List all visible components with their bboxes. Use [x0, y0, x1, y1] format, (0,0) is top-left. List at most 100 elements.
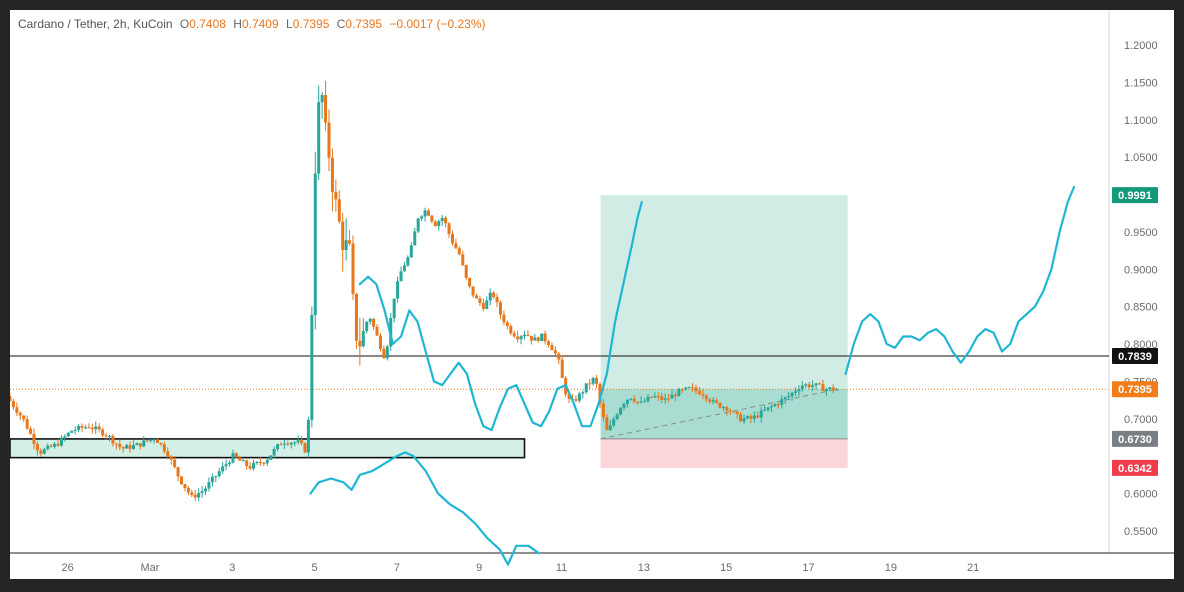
candle-body	[228, 462, 232, 465]
candle-body	[22, 415, 26, 420]
candle-body	[396, 281, 400, 299]
candle-body	[499, 302, 503, 315]
candle-body	[831, 387, 835, 391]
candle-body	[15, 407, 19, 413]
candle-body	[197, 493, 201, 498]
candle-body	[234, 453, 238, 458]
candle-body	[526, 334, 530, 336]
candle-body	[354, 293, 358, 341]
candle-body	[735, 411, 739, 415]
candle-body	[135, 443, 139, 446]
candle-body	[73, 429, 77, 431]
candle-body	[152, 439, 156, 441]
candle-body	[94, 426, 98, 430]
candle-body	[773, 404, 777, 407]
candle-body	[296, 440, 300, 443]
candle-body	[553, 350, 557, 354]
candle-body	[279, 444, 283, 446]
candle-body	[721, 407, 725, 409]
y-tick-label: 0.6000	[1124, 489, 1158, 501]
candle-body	[447, 223, 451, 234]
y-tick-label: 1.0500	[1124, 152, 1158, 164]
candle-body	[330, 157, 334, 192]
last-price-badge-bg	[1112, 381, 1158, 398]
candle-body	[457, 248, 461, 255]
candle-body	[636, 401, 640, 403]
candle-body	[35, 443, 39, 451]
candle-body	[252, 463, 256, 469]
candle-body	[406, 257, 410, 266]
x-tick-label: 26	[62, 562, 74, 574]
candle-body	[231, 453, 235, 463]
x-tick-label: 3	[229, 562, 235, 574]
candle-body	[378, 335, 382, 349]
x-tick-label: 13	[638, 562, 650, 574]
price-chart[interactable]: 1.2000 1.1500 1.1000 1.0500 0.9500 0.9000 0.85…	[10, 10, 1174, 579]
candle-body	[173, 459, 177, 468]
candle-body	[824, 389, 828, 391]
candle-body	[464, 265, 468, 278]
candle-body	[337, 199, 341, 222]
candle-body	[663, 398, 667, 400]
stop-badge-bg	[1112, 459, 1158, 476]
candle-body	[303, 443, 307, 453]
candle-body	[471, 286, 475, 296]
candle-body	[385, 346, 389, 359]
candle-body	[481, 302, 485, 309]
candle-body	[485, 300, 489, 309]
candle-body	[300, 440, 304, 444]
candle-body	[224, 464, 228, 467]
candle-body	[625, 399, 629, 404]
candle-body	[742, 418, 746, 422]
candle-body	[776, 404, 780, 406]
candle-body	[128, 445, 132, 449]
candle-body	[814, 383, 818, 386]
candle-body	[766, 407, 770, 410]
candle-body	[584, 383, 588, 393]
candle-body	[190, 492, 194, 495]
candle-body	[605, 417, 609, 431]
candle-body	[430, 215, 434, 222]
candle-body	[691, 387, 695, 389]
chart-panel[interactable]: 1.2000 1.1500 1.1000 1.0500 0.9500 0.9000 0.85…	[10, 10, 1174, 579]
projection-path-1	[309, 451, 540, 566]
candle-body	[581, 392, 585, 394]
candle-body	[138, 443, 142, 447]
candle-body	[413, 231, 417, 246]
candle-body	[550, 345, 554, 351]
candle-body	[502, 314, 506, 323]
entry-path-line	[600, 388, 838, 440]
candle-body	[341, 221, 345, 250]
y-tick-label: 0.7000	[1124, 414, 1158, 426]
target-badge-bg	[1112, 187, 1158, 204]
candle-body	[382, 348, 386, 359]
candle-body	[313, 173, 317, 315]
open-label: O	[179, 17, 190, 31]
candle-body	[392, 298, 396, 319]
candle-body	[70, 430, 74, 433]
candle-body	[540, 333, 544, 341]
projection-path-3	[844, 185, 1076, 375]
last-price-badge: 0.7395	[1118, 384, 1152, 396]
close-label: C	[336, 17, 346, 31]
candle-body	[547, 341, 551, 346]
candle-body	[25, 419, 29, 429]
candle-body	[818, 383, 822, 385]
in-profit-zone	[600, 389, 848, 439]
candle-body	[327, 122, 331, 158]
candle-body	[529, 335, 533, 341]
projection-path-2	[358, 200, 643, 432]
candle-body	[759, 410, 763, 418]
candle-body	[56, 443, 60, 446]
candle-body	[42, 449, 46, 454]
candle-body	[80, 425, 84, 428]
low-value: 0.7395	[292, 17, 330, 31]
candle-body	[697, 390, 701, 395]
candle-body	[200, 491, 204, 494]
x-tick-label: Mar	[140, 562, 159, 574]
candle-body	[536, 337, 540, 341]
candle-body	[619, 407, 623, 415]
candle-body	[361, 331, 365, 347]
candle-body	[821, 384, 825, 391]
candle-body	[639, 401, 643, 403]
